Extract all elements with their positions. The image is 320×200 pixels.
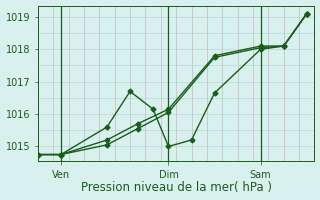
X-axis label: Pression niveau de la mer( hPa ): Pression niveau de la mer( hPa ) <box>81 181 272 194</box>
